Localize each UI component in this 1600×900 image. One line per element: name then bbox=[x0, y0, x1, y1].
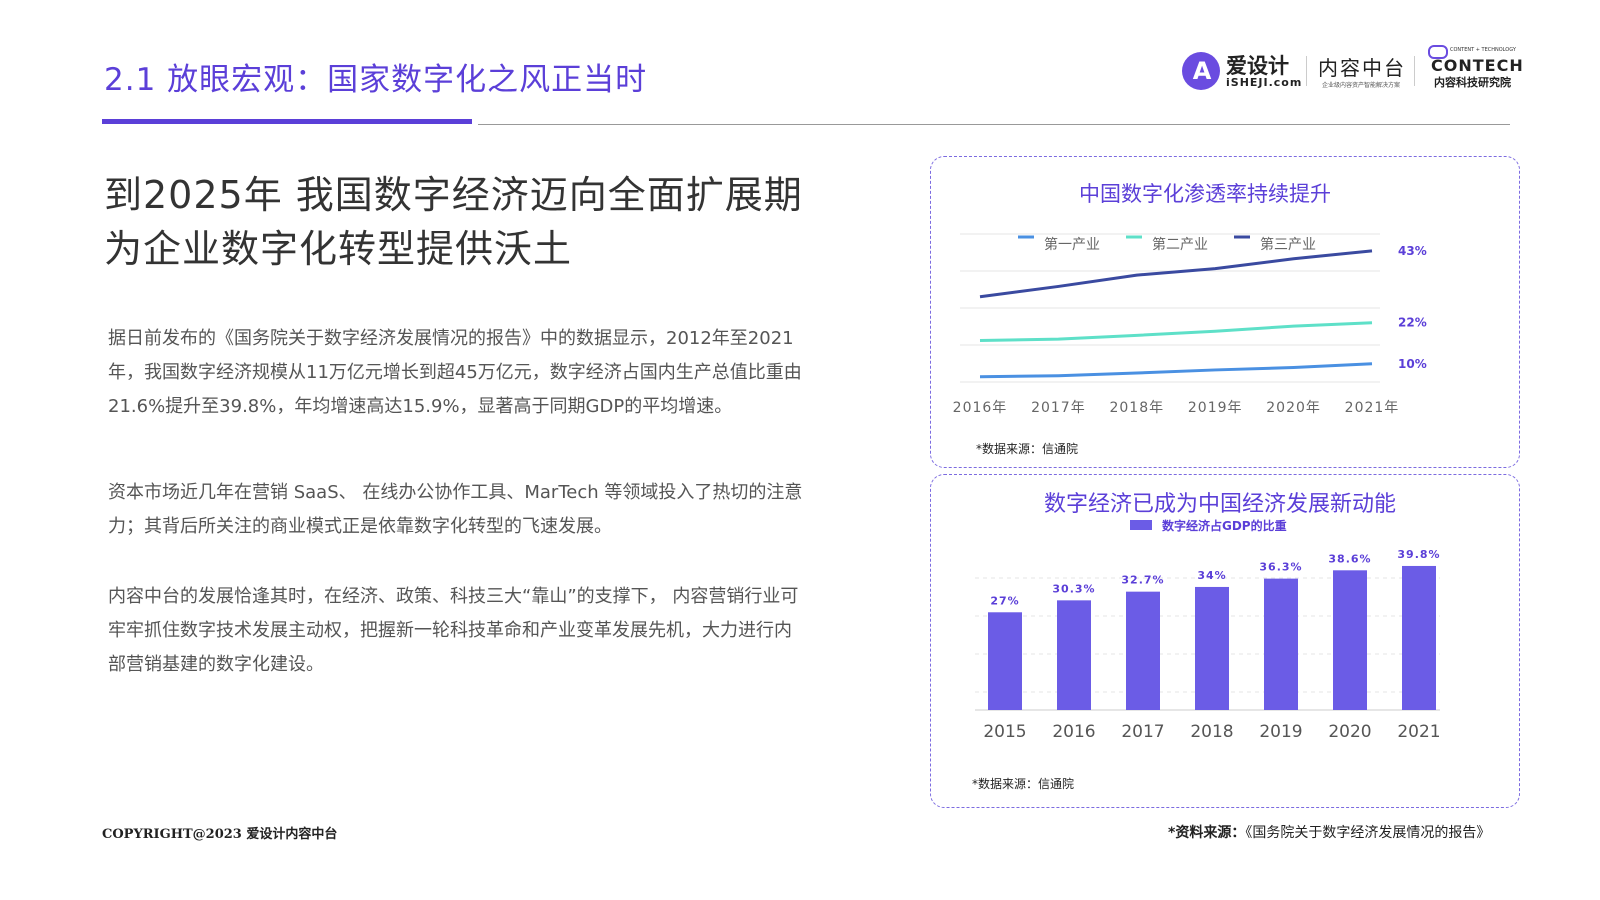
x-tick-label: 2018年 bbox=[1109, 400, 1164, 416]
x-tick-label: 2020 bbox=[1328, 722, 1371, 742]
contech-logo-tag: CONTENT + TECHNOLOGY bbox=[1450, 47, 1516, 53]
bar-chart-source: *数据来源：信通院 bbox=[972, 777, 1075, 791]
x-tick-label: 2016年 bbox=[953, 400, 1008, 416]
bar-chart-title: 数字经济已成为中国经济发展新动能 bbox=[1043, 492, 1396, 517]
bar-data-label: 27% bbox=[990, 594, 1019, 607]
logo-divider bbox=[1306, 56, 1307, 86]
bar-data-label: 39.8% bbox=[1397, 548, 1440, 561]
x-tick-label: 2019年 bbox=[1188, 400, 1243, 416]
bar bbox=[1195, 586, 1229, 710]
bar bbox=[1126, 591, 1160, 710]
isheji-logo-domain: iSHEJI.com bbox=[1226, 76, 1303, 89]
isheji-logo-glyph: A bbox=[1192, 57, 1212, 85]
x-tick-label: 2018 bbox=[1190, 722, 1233, 742]
title-divider bbox=[478, 124, 1510, 125]
legend-label: 数字经济占GDP的比重 bbox=[1162, 518, 1287, 533]
x-tick-label: 2015 bbox=[983, 722, 1026, 742]
bar bbox=[1333, 570, 1367, 710]
series-line bbox=[979, 249, 1373, 299]
headline-line-1: 到2025年 我国数字经济迈向全面扩展期 bbox=[104, 173, 803, 217]
x-tick-label: 2016 bbox=[1052, 722, 1095, 742]
headline-line-2: 为企业数字化转型提供沃土 bbox=[104, 227, 573, 271]
footer-source: *资料来源：《国务院关于数字经济发展情况的报告》 bbox=[1168, 822, 1490, 842]
end-label: 43% bbox=[1398, 244, 1427, 258]
body-paragraph: 资本市场近几年在营销 SaaS、 在线办公协作工具、MarTech 等领域投入了… bbox=[108, 482, 803, 537]
bar bbox=[1264, 578, 1298, 710]
content-platform-logo-sub: 企业级内容资产智能解决方案 bbox=[1322, 82, 1401, 89]
legend-label: 第一产业 bbox=[1044, 236, 1100, 253]
end-label: 10% bbox=[1398, 357, 1427, 371]
series-line bbox=[979, 321, 1373, 343]
legend-swatch bbox=[1130, 520, 1152, 530]
isheji-logo-icon bbox=[1182, 52, 1220, 90]
body-paragraph: 据日前发布的《国务院关于数字经济发展情况的报告》中的数据显示，2012年至202… bbox=[108, 328, 802, 417]
line-chart-panel bbox=[930, 156, 1520, 468]
title-accent-bar bbox=[102, 119, 472, 124]
x-tick-label: 2019 bbox=[1259, 722, 1302, 742]
bar-data-label: 30.3% bbox=[1052, 582, 1095, 595]
bar bbox=[988, 612, 1022, 710]
bar-data-label: 32.7% bbox=[1121, 574, 1164, 587]
bar bbox=[1402, 565, 1436, 710]
legend-label: 第二产业 bbox=[1152, 236, 1208, 253]
bar-data-label: 34% bbox=[1197, 569, 1226, 582]
bar bbox=[1057, 600, 1091, 710]
footer-source-text: 《国务院关于数字经济发展情况的报告》 bbox=[1245, 825, 1491, 841]
footer-source-label: *资料来源： bbox=[1168, 825, 1246, 841]
contech-logo: CONTECH bbox=[1431, 56, 1524, 75]
x-tick-label: 2017 bbox=[1121, 722, 1164, 742]
series-line bbox=[979, 362, 1373, 379]
bar-data-label: 38.6% bbox=[1328, 552, 1371, 565]
contech-logo-icon bbox=[1428, 45, 1448, 59]
page-title: 2.1 放眼宏观：国家数字化之风正当时 bbox=[104, 62, 648, 98]
line-chart-source: *数据来源：信通院 bbox=[976, 442, 1079, 456]
end-label: 22% bbox=[1398, 316, 1427, 330]
x-tick-label: 2021年 bbox=[1345, 400, 1400, 416]
contech-logo-sub: 内容科技研究院 bbox=[1434, 76, 1511, 89]
line-chart-title: 中国数字化渗透率持续提升 bbox=[1079, 182, 1331, 206]
legend-label: 第三产业 bbox=[1260, 236, 1316, 253]
x-tick-label: 2021 bbox=[1397, 722, 1440, 742]
x-tick-label: 2017年 bbox=[1031, 400, 1086, 416]
isheji-logo-text: 爱设计 bbox=[1226, 54, 1289, 78]
logo-divider bbox=[1414, 56, 1415, 86]
body-paragraph: 内容中台的发展恰逢其时，在经济、政策、科技三大“靠山”的支撑下， 内容营销行业可… bbox=[108, 586, 799, 675]
bar-data-label: 36.3% bbox=[1259, 561, 1302, 574]
bar-chart: 数字经济占GDP的比重 27% 2015 30.3% 2016 32.7% 2017 34% 2… bbox=[975, 518, 1441, 742]
copyright: COPYRIGHT@2023 爱设计内容中台 bbox=[102, 827, 338, 842]
content-platform-logo: 内容中台 bbox=[1318, 56, 1406, 80]
x-tick-label: 2020年 bbox=[1266, 400, 1321, 416]
line-chart: 第一产业 第二产业 第三产业 10% 22% 43% 2016年 2017年 2018年 2019… bbox=[953, 233, 1427, 416]
